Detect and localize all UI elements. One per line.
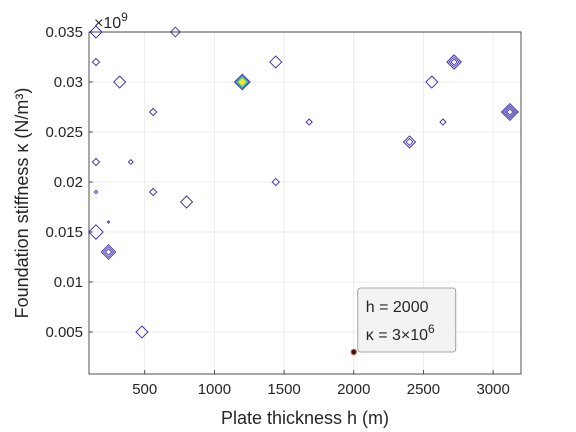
x-tick-label: 2000 xyxy=(337,381,370,398)
contour-ring xyxy=(233,73,251,91)
contour-peak xyxy=(113,75,127,89)
contour-peak xyxy=(89,25,103,39)
contour-peak xyxy=(106,220,111,224)
contour-peak xyxy=(91,57,101,67)
x-tick-label: 2500 xyxy=(407,381,440,398)
contour-ring xyxy=(236,76,249,88)
contour-ring xyxy=(106,220,111,224)
contour-peak xyxy=(93,189,99,195)
contour-ring xyxy=(446,54,462,70)
contour-peak xyxy=(402,135,417,149)
contour-ring xyxy=(102,246,115,258)
y-tick-label: 0.02 xyxy=(54,174,83,191)
x-axis-ticks: 500 1000 1500 2000 2500 3000 xyxy=(132,370,510,398)
contour-peak xyxy=(446,54,462,70)
contour-ring xyxy=(179,195,194,209)
contour-ring xyxy=(89,25,103,39)
x-tick-label: 3000 xyxy=(476,381,509,398)
contour-ring xyxy=(91,157,101,167)
contour-ring xyxy=(93,189,99,195)
contour-ring xyxy=(100,244,117,260)
contour-ring xyxy=(305,118,313,126)
contour-ring xyxy=(269,55,283,69)
contour-peak xyxy=(269,55,283,69)
datatip-marker[interactable] xyxy=(350,348,357,356)
contour-ring xyxy=(425,75,439,89)
contour-ring xyxy=(405,137,414,147)
contour-peak xyxy=(179,195,194,209)
contour-ring xyxy=(127,158,134,166)
y-tick-label: 0.035 xyxy=(45,24,83,41)
plot-frame xyxy=(88,31,522,375)
datatip-h-value: h = 2000 xyxy=(366,299,429,316)
datatip-box xyxy=(357,287,457,353)
contour-ring xyxy=(88,224,104,240)
contour-peak xyxy=(88,224,104,240)
contour-peak xyxy=(500,102,519,122)
contour-ring xyxy=(239,78,246,86)
contour-peak xyxy=(271,177,280,187)
contour-ring xyxy=(500,102,519,122)
contour-peak xyxy=(425,75,439,89)
contour-ring xyxy=(104,248,113,256)
datatip-kappa-value: κ = 3×106 xyxy=(366,322,435,344)
contour-ring xyxy=(506,108,514,116)
contour-ring xyxy=(402,135,417,149)
x-tick-label: 1000 xyxy=(198,381,231,398)
contour-ring xyxy=(235,74,250,90)
y-axis-label: Foundation stiffness κ (N/m³) xyxy=(12,88,32,319)
y-tick-label: 0.01 xyxy=(54,274,83,291)
plot-area xyxy=(89,32,521,374)
contour-ring xyxy=(448,56,460,68)
contour-peak xyxy=(135,325,149,339)
contour-ring xyxy=(148,107,158,117)
x-axis-label: Plate thickness h (m) xyxy=(221,408,389,428)
contour-ring xyxy=(91,57,101,67)
y-tick-label: 0.015 xyxy=(45,224,83,241)
contour-peak xyxy=(91,157,101,167)
contour-ring xyxy=(504,106,516,118)
contour-ring xyxy=(271,177,280,187)
y-tick-label: 0.025 xyxy=(45,124,83,141)
y-axis-ticks: 0.005 0.01 0.015 0.02 0.025 0.03 0.035 xyxy=(45,24,93,341)
contour-peak xyxy=(100,244,117,260)
datatip[interactable]: h = 2000 κ = 3×106 xyxy=(350,287,457,356)
contour-ring xyxy=(113,75,127,89)
contour-ring xyxy=(148,187,158,197)
contour-ring xyxy=(439,118,447,126)
contour-ring xyxy=(169,26,181,38)
contour-ring xyxy=(450,58,458,66)
contour-ring xyxy=(237,77,247,87)
contour-peak xyxy=(148,187,158,197)
y-tick-label: 0.03 xyxy=(54,74,83,91)
x-tick-label: 1500 xyxy=(267,381,300,398)
x-tick-label: 500 xyxy=(132,381,157,398)
contour-ring xyxy=(502,104,518,120)
y-tick-label: 0.005 xyxy=(45,324,83,341)
contour-peak xyxy=(148,107,158,117)
contour-peak xyxy=(233,73,251,91)
contour-peaks xyxy=(88,25,519,339)
contour-peak xyxy=(439,118,447,126)
contour-ring xyxy=(135,325,149,339)
contour-peak xyxy=(305,118,313,126)
contour-peak xyxy=(169,26,181,38)
contour-peak xyxy=(127,158,134,166)
y-axis-exponent: ×109 xyxy=(94,10,128,32)
